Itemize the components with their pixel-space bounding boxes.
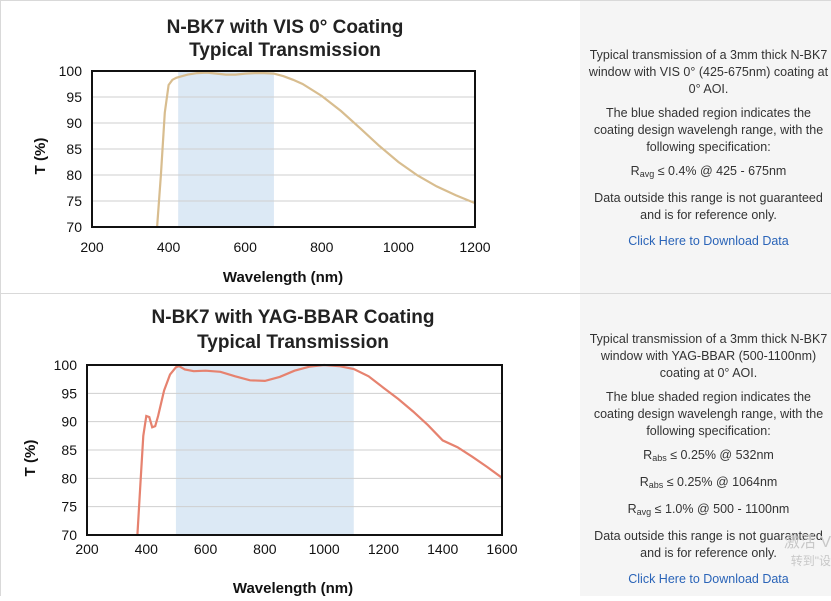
disclaimer: Data outside this range is not guarantee… (594, 191, 823, 222)
y-axis-label: T (%) (32, 138, 49, 175)
plot-frame (91, 70, 476, 228)
x-tick-label: 600 (234, 239, 258, 255)
y-tick-label: 70 (61, 527, 77, 543)
chart-title: N-BK7 with VIS 0° Coating (167, 17, 404, 38)
description-text: Typical transmission of a 3mm thick N-BK… (588, 331, 829, 588)
series-line (136, 363, 503, 536)
y-tick-label: 75 (61, 499, 77, 515)
y-tick-label: 95 (66, 89, 82, 105)
x-tick-label: 800 (310, 239, 334, 255)
x-tick-label: 200 (75, 541, 99, 557)
description-text: Typical transmission of a 3mm thick N-BK… (588, 47, 829, 250)
description-panel: Typical transmission of a 3mm thick N-BK… (580, 294, 831, 596)
x-tick-label: 800 (253, 541, 277, 557)
x-tick-label: 1200 (459, 239, 490, 255)
chart-cell: N-BK7 with YAG-BBAR Coating Typical Tran… (0, 294, 581, 597)
description: Typical transmission of a 3mm thick N-BK… (588, 48, 829, 96)
plot-frame (86, 364, 503, 536)
x-tick-label: 1000 (383, 239, 414, 255)
activation-watermark-sub: 转到"设 (790, 554, 831, 568)
download-data-link[interactable]: Click Here to Download Data (628, 572, 789, 586)
y-tick-label: 90 (66, 115, 82, 131)
x-axis-label: Wavelength (nm) (233, 580, 353, 596)
chart-subtitle: Typical Transmission (189, 40, 381, 61)
shaded-note: The blue shaded region indicates the coa… (593, 106, 824, 154)
x-tick-label: 200 (80, 239, 104, 255)
x-axis-label: Wavelength (nm) (223, 269, 343, 286)
x-tick-label: 400 (135, 541, 159, 557)
description-panel: Typical transmission of a 3mm thick N-BK… (580, 1, 831, 294)
y-axis-label: T (%) (22, 440, 39, 477)
x-tick-label: 400 (157, 239, 181, 255)
x-tick-label: 1200 (368, 541, 399, 557)
description: Typical transmission of a 3mm thick N-BK… (589, 332, 828, 380)
activation-watermark: 激活 V (783, 534, 831, 551)
x-tick-label: 1400 (427, 541, 458, 557)
chart-cell: N-BK7 with VIS 0° Coating Typical Transm… (0, 1, 581, 294)
spec-line: Rabs ≤ 0.25% @ 532nm (643, 448, 774, 463)
disclaimer: Data outside this range is not guarantee… (594, 529, 823, 560)
y-tick-label: 90 (61, 414, 77, 430)
y-tick-label: 70 (66, 219, 82, 235)
y-tick-label: 80 (61, 470, 77, 486)
y-tick-label: 80 (66, 167, 82, 183)
y-tick-label: 95 (61, 385, 77, 401)
y-tick-label: 85 (61, 442, 77, 458)
series-line (156, 71, 476, 228)
x-tick-label: 600 (194, 541, 218, 557)
product-row-vis: N-BK7 with VIS 0° Coating Typical Transm… (0, 0, 831, 294)
y-tick-label: 85 (66, 141, 82, 157)
x-tick-label: 1000 (309, 541, 340, 557)
x-tick-label: 1600 (486, 541, 517, 557)
spec-line: Rabs ≤ 0.25% @ 1064nm (639, 475, 778, 490)
chart-title: N-BK7 with YAG-BBAR Coating (152, 307, 435, 328)
y-tick-label: 100 (59, 63, 83, 79)
spec-line: Ravg ≤ 1.0% @ 500 - 1100nm (627, 502, 790, 517)
y-tick-label: 100 (54, 357, 78, 373)
transmission-chart: N-BK7 with YAG-BBAR Coating Typical Tran… (22, 307, 518, 597)
product-row-yag: N-BK7 with YAG-BBAR Coating Typical Tran… (0, 293, 831, 597)
chart-subtitle: Typical Transmission (197, 332, 389, 353)
y-tick-label: 75 (66, 193, 82, 209)
shaded-note: The blue shaded region indicates the coa… (593, 390, 824, 438)
spec-line: Ravg ≤ 0.4% @ 425 - 675nm (630, 164, 787, 179)
download-data-link[interactable]: Click Here to Download Data (628, 234, 789, 248)
transmission-chart: N-BK7 with VIS 0° Coating Typical Transm… (32, 17, 491, 286)
